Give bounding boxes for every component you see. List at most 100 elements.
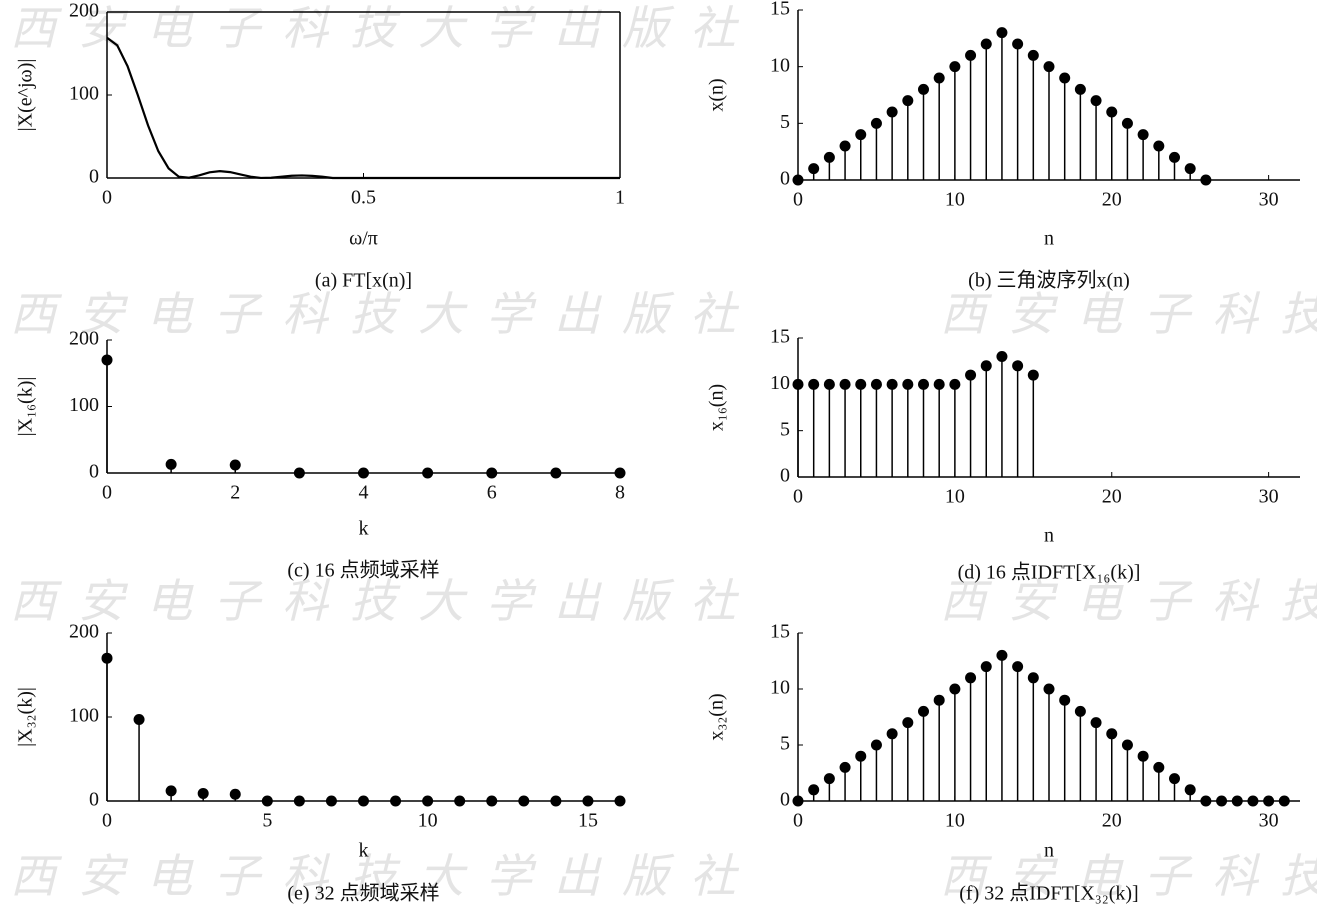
stem-marker: [165, 785, 177, 797]
stem-marker: [870, 378, 882, 390]
y-tick-label: 0: [89, 166, 99, 188]
stem-marker: [808, 378, 820, 390]
watermark: 西安电子科技大学出版社: [940, 574, 1317, 628]
stem-marker: [1043, 683, 1055, 695]
x-tick-label: 2: [230, 482, 240, 504]
x-tick-label: 8: [615, 482, 625, 504]
stem-marker: [390, 795, 402, 807]
stem-marker: [965, 49, 977, 61]
stem-marker: [792, 795, 804, 807]
stem-marker: [1043, 61, 1055, 73]
watermark-layer: 西安电子科技大学出版社 西安电子科技大学出版社 西安电子科技大学出版社 西安电子…: [10, 1, 1317, 903]
stem-marker: [933, 694, 945, 706]
y-axis-label: |X(e^jω)|: [15, 59, 37, 132]
stem-marker: [1169, 151, 1180, 163]
y-tick-label: 0: [89, 461, 99, 483]
stem-marker: [1137, 750, 1149, 762]
stem-marker: [980, 661, 992, 673]
stem-marker: [839, 140, 851, 152]
stem-marker: [229, 788, 241, 800]
x-tick-label: 6: [487, 482, 497, 504]
y-tick-label: 15: [770, 621, 790, 643]
x-tick-label: 30: [1259, 486, 1279, 508]
stem-marker: [918, 705, 929, 717]
x-axis-label: n: [1044, 525, 1054, 547]
stem-marker: [1012, 360, 1024, 372]
stem-marker: [229, 459, 241, 471]
stem-marker: [133, 714, 145, 726]
y-axis-label: x₃₂(n): [706, 693, 728, 740]
watermark: 西安电子科技大学出版社: [10, 287, 758, 341]
y-tick-label: 5: [780, 733, 790, 755]
stem-marker: [1059, 72, 1071, 84]
x-tick-label: 0: [793, 810, 803, 832]
stem-marker: [422, 467, 434, 479]
stem-marker: [902, 378, 914, 390]
stem-marker: [1278, 795, 1290, 807]
stem-marker: [1074, 705, 1086, 717]
stem-marker: [823, 773, 835, 785]
y-tick-label: 0: [780, 789, 790, 811]
spectrum-curve: [106, 36, 620, 180]
stem-marker: [996, 649, 1008, 661]
stem-marker: [949, 378, 961, 390]
y-tick-label: 100: [69, 705, 99, 727]
x-tick-label: 20: [1102, 486, 1122, 508]
stem-marker: [518, 795, 530, 807]
y-tick-label: 200: [69, 0, 99, 22]
stem-marker: [823, 151, 835, 163]
stem-marker: [550, 467, 562, 479]
stem-marker: [792, 174, 804, 186]
stem-marker: [293, 795, 305, 807]
stem-marker: [886, 728, 898, 740]
stem-marker: [902, 717, 914, 729]
x-axis-label: k: [359, 840, 369, 862]
x-tick-label: 10: [945, 189, 965, 211]
y-tick-label: 15: [770, 326, 790, 348]
y-tick-label: 0: [780, 168, 790, 190]
stem-marker: [980, 38, 992, 50]
x-axis-label: n: [1044, 840, 1054, 862]
x-tick-label: 10: [945, 486, 965, 508]
stem-marker: [949, 61, 961, 73]
stem-marker: [1090, 95, 1102, 107]
stem-marker: [1090, 717, 1102, 729]
stem-marker: [165, 458, 177, 470]
stem-marker: [1247, 795, 1259, 807]
stem-marker: [996, 27, 1008, 39]
stem-marker: [839, 378, 851, 390]
stem-marker: [1200, 795, 1212, 807]
panel-title: (c) 16 点频域采样: [287, 559, 439, 582]
y-tick-label: 100: [69, 394, 99, 416]
stem-marker: [1200, 174, 1212, 186]
y-tick-label: 15: [770, 0, 790, 20]
stem-marker: [965, 672, 977, 684]
stem-marker: [358, 467, 369, 479]
stem-marker: [101, 652, 113, 664]
stem-marker: [855, 378, 867, 390]
x-tick-label: 20: [1102, 189, 1122, 211]
stem-marker: [933, 72, 945, 84]
stem-marker: [949, 683, 961, 695]
panel-title: (e) 32 点频域采样: [287, 882, 439, 905]
x-tick-label: 10: [945, 810, 965, 832]
y-tick-label: 200: [69, 328, 99, 350]
x-tick-label: 10: [418, 810, 438, 832]
stem-marker: [918, 83, 929, 95]
panel-title: (b) 三角波序列x(n): [968, 269, 1130, 292]
stem-marker: [823, 378, 835, 390]
stem-marker: [855, 750, 867, 762]
stem-marker: [855, 129, 867, 141]
panel-title: (f) 32 点IDFT[X₃₂(k)]: [959, 882, 1138, 905]
stem-marker: [358, 795, 369, 807]
x-tick-label: 4: [359, 482, 369, 504]
stem-marker: [886, 378, 898, 390]
watermark: 西安电子科技大学出版社: [10, 849, 758, 903]
y-tick-label: 0: [89, 789, 99, 811]
stem-marker: [1169, 773, 1180, 785]
stem-marker: [808, 163, 820, 175]
x-tick-label: 1: [615, 187, 625, 209]
stem-marker: [1121, 117, 1133, 129]
x-tick-label: 0: [102, 187, 112, 209]
x-tick-label: 0: [793, 486, 803, 508]
